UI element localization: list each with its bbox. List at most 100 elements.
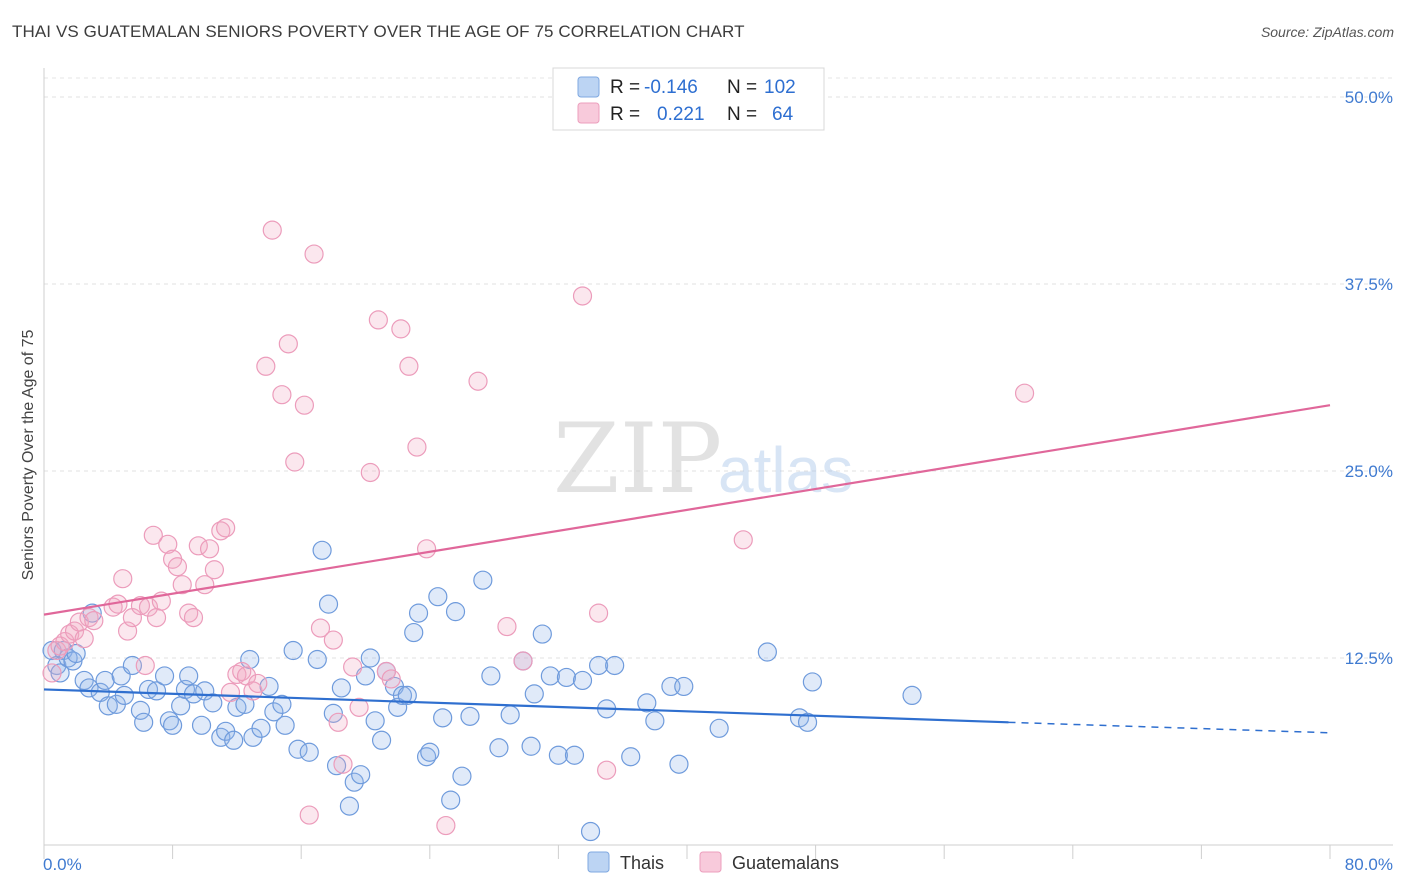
point-thais	[264, 702, 284, 722]
point-thais	[272, 694, 292, 714]
point-thais	[433, 708, 453, 728]
legend-n-value-thais: 102	[764, 77, 796, 98]
point-thais	[95, 670, 115, 691]
point-thais	[428, 587, 448, 607]
point-guatemalans	[343, 657, 363, 677]
point-guatemalans	[310, 618, 331, 638]
point-guatemalans	[272, 385, 292, 405]
point-thais	[452, 766, 472, 786]
point-thais	[98, 696, 118, 716]
point-thais	[179, 666, 199, 686]
point-thais	[323, 703, 343, 723]
point-guatemalans	[468, 371, 488, 391]
point-thais	[191, 715, 212, 735]
point-thais	[307, 649, 327, 670]
source-label: Source: ZipAtlas.com	[1260, 24, 1394, 40]
point-thais	[259, 676, 279, 697]
trend-line-guatemalans	[43, 404, 1331, 616]
point-thais	[473, 570, 493, 590]
point-guatemalans	[733, 530, 753, 550]
point-guatemalans	[135, 655, 155, 676]
point-thais	[621, 747, 641, 767]
bottom-legend-label-guatemalans: Guatemalans	[732, 853, 839, 873]
point-thais	[203, 693, 223, 713]
y-axis-title: Seniors Poverty Over the Age of 75	[20, 330, 37, 581]
point-thais	[645, 711, 665, 731]
point-thais	[326, 756, 347, 776]
point-thais	[339, 796, 360, 816]
point-guatemalans	[84, 610, 104, 631]
point-thais	[404, 622, 424, 643]
point-thais	[408, 603, 429, 623]
legend-r-label-thais: R =	[610, 77, 640, 98]
point-guatemalans	[199, 539, 220, 559]
gridlines	[44, 77, 1393, 659]
point-thais	[224, 730, 244, 750]
point-thais	[540, 666, 560, 686]
point-thais	[392, 685, 413, 706]
point-thais	[318, 594, 339, 614]
point-guatemalans	[597, 760, 617, 780]
point-thais	[360, 648, 380, 668]
legend-n-label-thais: N =	[727, 77, 757, 98]
point-guatemalans	[1014, 383, 1035, 403]
point-thais	[420, 742, 440, 762]
point-thais	[489, 738, 509, 758]
point-thais	[548, 745, 569, 765]
point-thais	[524, 684, 544, 704]
point-guatemalans	[294, 395, 315, 415]
point-guatemalans	[360, 462, 380, 483]
point-guatemalans	[113, 569, 133, 589]
point-guatemalans	[64, 621, 85, 641]
legend-swatch-thais	[577, 76, 600, 98]
point-thais	[163, 715, 183, 735]
point-guatemalans	[368, 310, 388, 330]
y-tick-label: 12.5%	[1345, 649, 1393, 668]
point-guatemalans	[248, 673, 268, 694]
point-thais	[344, 772, 364, 792]
x-tick-label-max: 80.0%	[1345, 855, 1393, 874]
legend-r-label-guatemalans: R =	[610, 104, 640, 125]
point-thais	[351, 765, 371, 785]
point-guatemalans	[513, 651, 533, 671]
point-guatemalans	[436, 815, 456, 836]
point-guatemalans	[588, 603, 609, 623]
point-thais	[288, 739, 308, 759]
chart-title: THAI VS GUATEMALAN SENIORS POVERTY OVER …	[12, 22, 745, 41]
point-thais	[709, 718, 729, 738]
point-thais	[114, 685, 134, 706]
point-thais	[588, 655, 609, 676]
point-thais	[637, 693, 657, 713]
point-guatemalans	[216, 518, 236, 538]
point-thais	[397, 685, 417, 706]
point-thais	[580, 821, 601, 842]
point-guatemalans	[172, 575, 192, 595]
point-thais	[146, 681, 167, 701]
point-guatemalans	[256, 356, 276, 376]
point-thais	[441, 790, 461, 810]
point-thais	[481, 666, 501, 686]
trend-line-thais-extension	[1008, 721, 1331, 734]
point-thais	[797, 712, 818, 732]
point-thais	[371, 730, 392, 750]
watermark-zip: ZIP	[553, 403, 722, 515]
axes	[43, 68, 1393, 859]
point-guatemalans	[299, 805, 319, 825]
point-guatemalans	[323, 630, 343, 650]
legend-r-value-thais: -0.146	[644, 77, 698, 98]
point-guatemalans	[497, 616, 517, 637]
point-thais	[460, 706, 480, 726]
trend-lines	[43, 404, 1331, 734]
point-guatemalans	[333, 754, 353, 774]
point-thais	[275, 715, 295, 735]
point-guatemalans	[183, 608, 204, 628]
point-thais	[299, 742, 319, 762]
point-thais	[564, 745, 585, 765]
point-guatemalans	[416, 539, 437, 559]
point-guatemalans	[349, 697, 369, 717]
point-thais	[605, 655, 625, 676]
point-guatemalans	[158, 534, 178, 554]
point-guatemalans	[304, 244, 324, 264]
point-guatemalans	[146, 608, 167, 628]
y-tick-labels: 12.5% 25.0% 37.5% 50.0%	[1345, 88, 1393, 668]
